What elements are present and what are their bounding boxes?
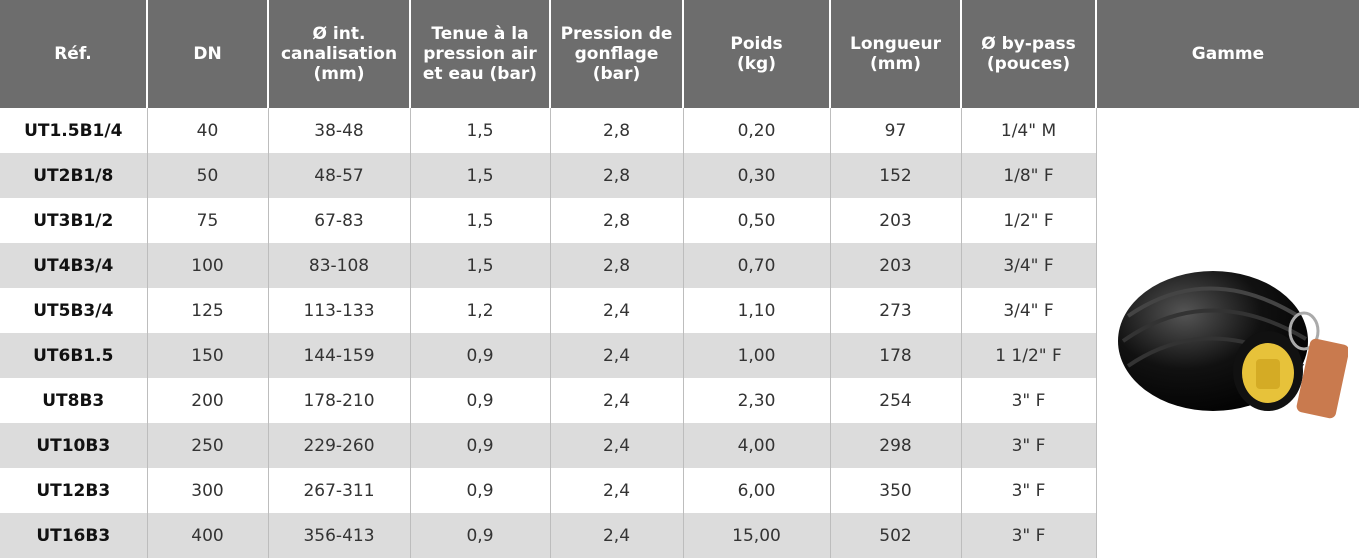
data-cell: 1,10 [683,288,830,333]
data-cell: 3" F [961,468,1096,513]
data-cell: 15,00 [683,513,830,558]
data-cell: 1 1/2" F [961,333,1096,378]
data-cell: 1/4" M [961,108,1096,153]
header-cell: Ø by-pass (pouces) [961,0,1096,108]
header-cell: Tenue à la pression air et eau (bar) [410,0,550,108]
data-cell: 113-133 [268,288,410,333]
reference-cell: UT16B3 [0,513,147,558]
data-cell: 1,5 [410,198,550,243]
gamme-cell [1096,108,1359,558]
data-cell: 2,8 [550,243,683,288]
data-cell: 0,9 [410,423,550,468]
data-cell: 2,4 [550,423,683,468]
data-cell: 3" F [961,378,1096,423]
product-table: Réf.DNØ int. canalisation (mm)Tenue à la… [0,0,1359,558]
data-cell: 1/8" F [961,153,1096,198]
data-cell: 3/4" F [961,243,1096,288]
data-cell: 6,00 [683,468,830,513]
data-cell: 150 [147,333,268,378]
data-cell: 1,00 [683,333,830,378]
data-cell: 100 [147,243,268,288]
data-cell: 67-83 [268,198,410,243]
reference-cell: UT2B1/8 [0,153,147,198]
header-cell: Pression de gonflage (bar) [550,0,683,108]
data-cell: 3" F [961,423,1096,468]
data-cell: 1,2 [410,288,550,333]
header-cell: Gamme [1096,0,1359,108]
data-cell: 48-57 [268,153,410,198]
data-cell: 178 [830,333,961,378]
data-cell: 2,4 [550,468,683,513]
product-image [1108,221,1348,441]
data-cell: 97 [830,108,961,153]
data-cell: 0,9 [410,378,550,423]
data-cell: 0,9 [410,468,550,513]
data-cell: 200 [147,378,268,423]
data-cell: 203 [830,243,961,288]
data-cell: 0,9 [410,513,550,558]
data-cell: 50 [147,153,268,198]
data-cell: 2,4 [550,513,683,558]
data-cell: 178-210 [268,378,410,423]
header-cell: Réf. [0,0,147,108]
data-cell: 75 [147,198,268,243]
data-cell: 229-260 [268,423,410,468]
data-cell: 2,8 [550,153,683,198]
data-cell: 0,50 [683,198,830,243]
data-cell: 2,8 [550,198,683,243]
header-cell: Poids (kg) [683,0,830,108]
data-cell: 267-311 [268,468,410,513]
reference-cell: UT10B3 [0,423,147,468]
data-cell: 0,9 [410,333,550,378]
data-cell: 298 [830,423,961,468]
data-cell: 4,00 [683,423,830,468]
data-cell: 0,30 [683,153,830,198]
data-cell: 400 [147,513,268,558]
data-cell: 3/4" F [961,288,1096,333]
data-cell: 144-159 [268,333,410,378]
reference-cell: UT8B3 [0,378,147,423]
data-cell: 3" F [961,513,1096,558]
data-cell: 125 [147,288,268,333]
data-cell: 2,8 [550,108,683,153]
reference-cell: UT5B3/4 [0,288,147,333]
data-cell: 502 [830,513,961,558]
reference-cell: UT12B3 [0,468,147,513]
data-cell: 2,4 [550,288,683,333]
data-cell: 203 [830,198,961,243]
data-cell: 152 [830,153,961,198]
page: Réf.DNØ int. canalisation (mm)Tenue à la… [0,0,1359,558]
data-cell: 250 [147,423,268,468]
data-cell: 300 [147,468,268,513]
header-cell: DN [147,0,268,108]
data-cell: 1,5 [410,153,550,198]
data-cell: 356-413 [268,513,410,558]
reference-cell: UT3B1/2 [0,198,147,243]
data-cell: 1/2" F [961,198,1096,243]
data-cell: 40 [147,108,268,153]
data-cell: 350 [830,468,961,513]
reference-cell: UT1.5B1/4 [0,108,147,153]
data-cell: 2,4 [550,378,683,423]
header-cell: Longueur (mm) [830,0,961,108]
data-cell: 0,20 [683,108,830,153]
data-cell: 1,5 [410,243,550,288]
data-cell: 0,70 [683,243,830,288]
data-cell: 273 [830,288,961,333]
data-cell: 254 [830,378,961,423]
data-cell: 38-48 [268,108,410,153]
data-cell: 2,30 [683,378,830,423]
data-cell: 2,4 [550,333,683,378]
data-cell: 1,5 [410,108,550,153]
reference-cell: UT6B1.5 [0,333,147,378]
header-cell: Ø int. canalisation (mm) [268,0,410,108]
reference-cell: UT4B3/4 [0,243,147,288]
data-cell: 83-108 [268,243,410,288]
